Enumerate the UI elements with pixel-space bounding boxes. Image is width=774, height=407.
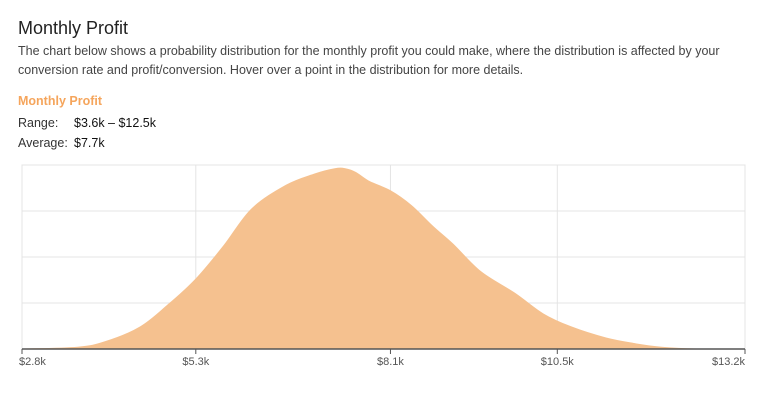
distribution-area[interactable] (22, 168, 745, 349)
distribution-line (21, 167, 745, 350)
range-label: Range: (18, 116, 59, 130)
range-value: $3.6k – $12.5k (74, 116, 157, 130)
chart-description: The chart below shows a probability dist… (18, 44, 720, 77)
x-tick-label-0: $2.8k (19, 356, 46, 368)
page-title: Monthly Profit (18, 18, 129, 38)
x-tick-label-2: $8.1k (377, 356, 404, 368)
series-label: Monthly Profit (18, 94, 103, 108)
average-row: Average: $7.7k (18, 136, 105, 150)
x-tick-label-3: $10.5k (541, 356, 575, 368)
average-label: Average: (18, 136, 68, 150)
x-tick-label-1: $5.3k (182, 356, 209, 368)
average-value: $7.7k (74, 136, 105, 150)
range-row: Range: $3.6k – $12.5k (18, 116, 156, 130)
distribution-chart[interactable]: $2.8k $5.3k $8.1k $10.5k $13.2k (0, 160, 774, 380)
x-tick-label-4: $13.2k (712, 356, 746, 368)
